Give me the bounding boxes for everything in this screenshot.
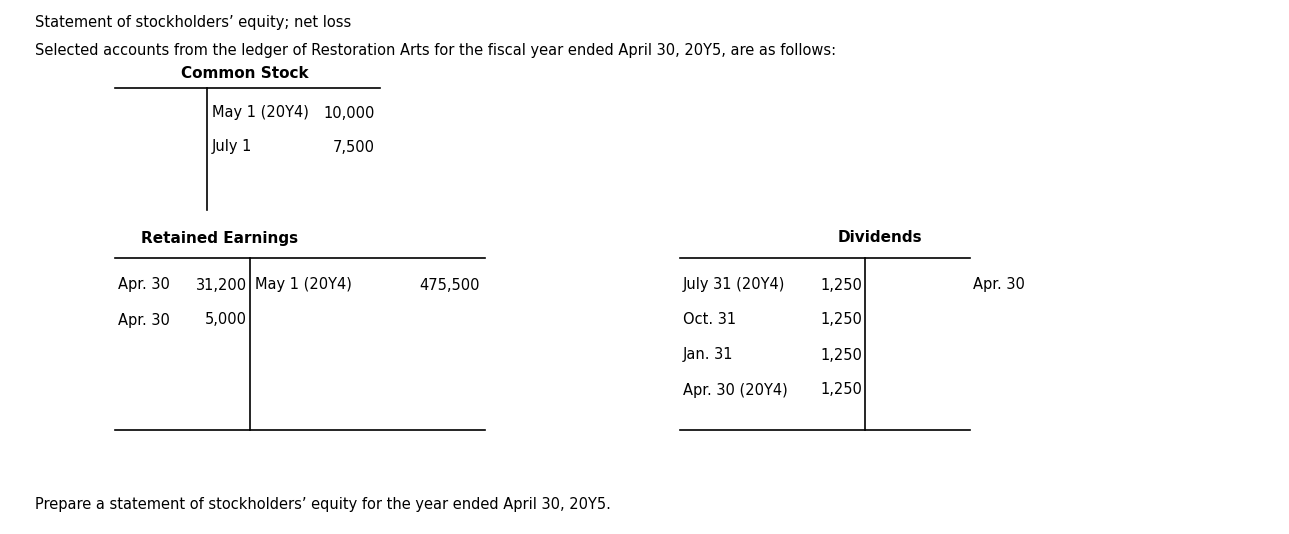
Text: Apr. 30: Apr. 30 — [973, 278, 1025, 293]
Text: 1,250: 1,250 — [820, 312, 862, 327]
Text: 475,500: 475,500 — [419, 278, 480, 293]
Text: 7,500: 7,500 — [333, 139, 375, 154]
Text: Retained Earnings: Retained Earnings — [142, 231, 299, 246]
Text: Apr. 30: Apr. 30 — [119, 278, 170, 293]
Text: 1,250: 1,250 — [820, 278, 862, 293]
Text: 1,250: 1,250 — [820, 348, 862, 363]
Text: Prepare a statement of stockholders’ equity for the year ended April 30, 20Y5.: Prepare a statement of stockholders’ equ… — [35, 498, 611, 513]
Text: 1,250: 1,250 — [820, 382, 862, 397]
Text: Jan. 31: Jan. 31 — [683, 348, 733, 363]
Text: May 1 (20Y4): May 1 (20Y4) — [255, 278, 352, 293]
Text: Oct. 31: Oct. 31 — [683, 312, 736, 327]
Text: 5,000: 5,000 — [205, 312, 247, 327]
Text: Statement of stockholders’ equity; net loss: Statement of stockholders’ equity; net l… — [35, 14, 351, 29]
Text: Apr. 30: Apr. 30 — [119, 312, 170, 327]
Text: 31,200: 31,200 — [196, 278, 247, 293]
Text: July 31 (20Y4): July 31 (20Y4) — [683, 278, 785, 293]
Text: May 1 (20Y4): May 1 (20Y4) — [211, 106, 309, 121]
Text: Dividends: Dividends — [838, 231, 923, 246]
Text: 10,000: 10,000 — [324, 106, 375, 121]
Text: Selected accounts from the ledger of Restoration Arts for the fiscal year ended : Selected accounts from the ledger of Res… — [35, 43, 837, 58]
Text: Common Stock: Common Stock — [182, 66, 309, 81]
Text: Apr. 30 (20Y4): Apr. 30 (20Y4) — [683, 382, 788, 397]
Text: July 1: July 1 — [211, 139, 253, 154]
